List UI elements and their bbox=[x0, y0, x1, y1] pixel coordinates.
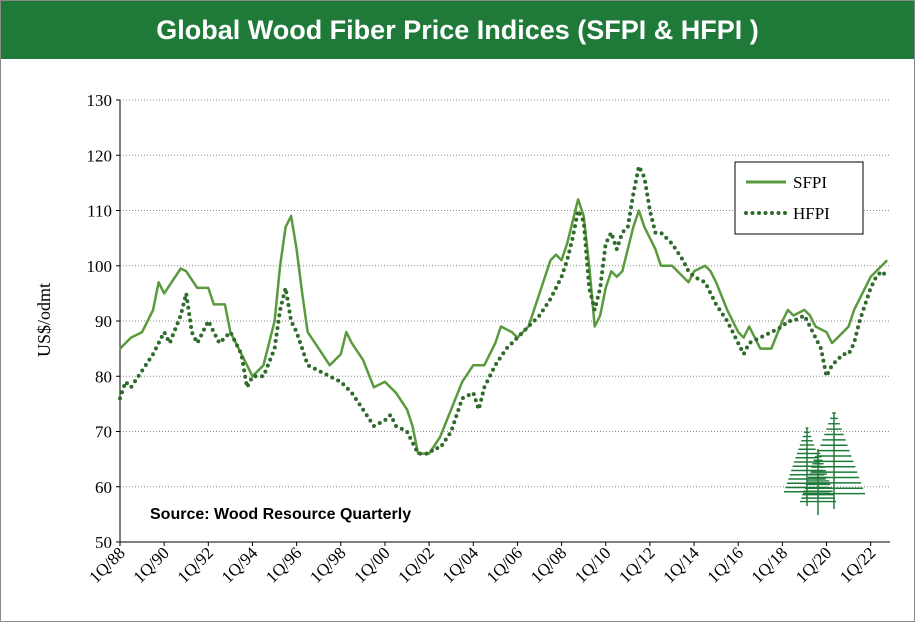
legend-hfpi-label: HFPI bbox=[793, 204, 830, 223]
y-axis-label: US$/odmt bbox=[34, 283, 54, 357]
y-tick-label: 90 bbox=[95, 312, 112, 331]
legend: SFPI HFPI bbox=[734, 161, 864, 235]
x-tick-label: 1Q/02 bbox=[394, 543, 437, 586]
y-tick-label: 60 bbox=[95, 478, 112, 497]
title-bar bbox=[1, 1, 914, 59]
legend-sfpi-label: SFPI bbox=[793, 173, 827, 192]
x-tick-label: 1Q/94 bbox=[218, 543, 262, 587]
y-tick-label: 130 bbox=[87, 91, 113, 110]
x-tick-label: 1Q/12 bbox=[615, 543, 658, 586]
x-tick-label: 1Q/08 bbox=[527, 543, 570, 586]
y-tick-label: 110 bbox=[87, 202, 112, 221]
x-tick-label: 1Q/90 bbox=[129, 543, 172, 586]
y-tick-label: 80 bbox=[95, 367, 112, 386]
x-tick-label: 1Q/98 bbox=[306, 543, 349, 586]
x-tick-label: 1Q/18 bbox=[748, 543, 791, 586]
gridlines bbox=[120, 99, 890, 488]
y-tick-label: 70 bbox=[95, 423, 112, 442]
source-note: Source: Wood Resource Quarterly bbox=[150, 506, 411, 523]
x-tick-label: 1Q/04 bbox=[439, 543, 483, 587]
y-tick-label: 120 bbox=[87, 146, 113, 165]
x-tick-label: 1Q/10 bbox=[571, 543, 614, 586]
chart-title: Global Wood Fiber Price Indices (SFPI & … bbox=[156, 15, 759, 45]
x-tick-labels: 1Q/88 1Q/90 1Q/92 1Q/94 1Q/96 1Q/98 1Q/00 1Q/02… bbox=[85, 543, 879, 587]
x-tick-label: 1Q/22 bbox=[836, 543, 879, 586]
x-tick-label: 1Q/20 bbox=[792, 543, 835, 586]
series-lines bbox=[118, 160, 890, 456]
x-tick-label: 1Q/96 bbox=[262, 543, 305, 586]
x-tick-label: 1Q/16 bbox=[704, 543, 747, 586]
tree-logo bbox=[784, 412, 865, 515]
y-tick-labels: 50 60 70 80 90 100 110 120 130 bbox=[87, 91, 113, 552]
series-line-hfpi bbox=[118, 160, 890, 456]
x-tick-label: 1Q/00 bbox=[350, 543, 393, 586]
y-tick-label: 100 bbox=[87, 257, 113, 276]
x-tick-label: 1Q/92 bbox=[174, 543, 217, 586]
x-tick-label: 1Q/06 bbox=[483, 543, 526, 586]
y-tick-label: 50 bbox=[95, 533, 112, 552]
axes bbox=[116, 99, 890, 546]
series-line-sfpi bbox=[119, 198, 889, 455]
x-tick-label: 1Q/14 bbox=[659, 543, 703, 587]
